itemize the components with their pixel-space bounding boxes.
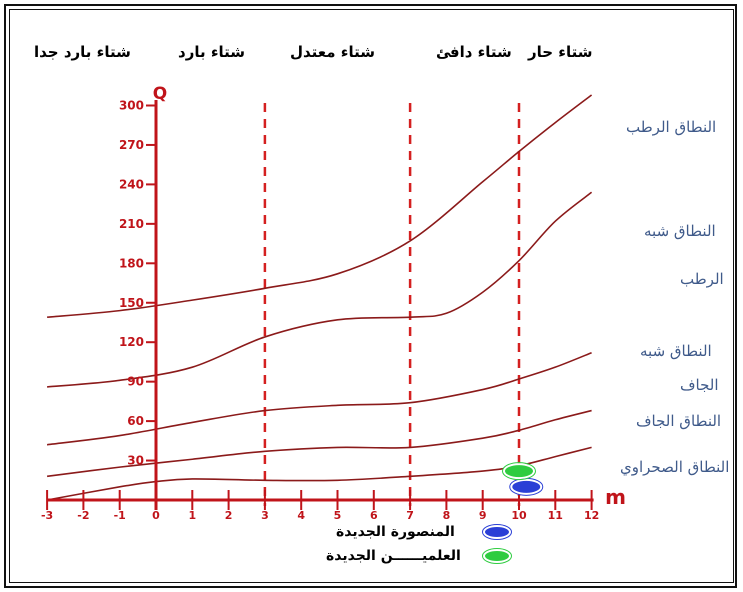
x-tick-label: 4 bbox=[297, 509, 305, 522]
x-tick-label: 5 bbox=[334, 509, 342, 522]
zone-label-subhumid-2: الرطب bbox=[680, 270, 724, 288]
y-tick-label: 210 bbox=[119, 217, 144, 231]
legend-marker-2 bbox=[483, 549, 511, 563]
curve-line-2 bbox=[47, 191, 593, 388]
curve-line-1 bbox=[47, 94, 593, 319]
x-tick-label: -1 bbox=[114, 509, 126, 522]
header-cold: شتاء بارد bbox=[178, 43, 245, 61]
legend-marker-ring-2 bbox=[482, 548, 512, 564]
x-tick-label: 3 bbox=[261, 509, 269, 522]
city-point-ring-2 bbox=[502, 462, 536, 481]
curve-line-4 bbox=[46, 409, 592, 478]
y-tick-label: 150 bbox=[119, 296, 144, 310]
legend-markers bbox=[482, 524, 512, 564]
y-tick-label: 240 bbox=[119, 177, 144, 191]
x-tick-label: 9 bbox=[479, 509, 487, 522]
x-tick-label: 1 bbox=[188, 509, 196, 522]
city-points bbox=[502, 462, 544, 496]
x-tick-label: 7 bbox=[406, 509, 414, 522]
zone-label-semiarid-1: النطاق شبه bbox=[640, 342, 712, 360]
inner-frame bbox=[9, 9, 734, 583]
x-tick-label: 6 bbox=[370, 509, 378, 522]
header-moderate: شتاء معتدل bbox=[290, 43, 375, 61]
legend-marker-ring-1 bbox=[482, 524, 512, 540]
y-axis-label: Q bbox=[153, 84, 167, 104]
x-tick-label: -3 bbox=[41, 509, 53, 522]
zone-label-arid: النطاق الجاف bbox=[636, 412, 722, 430]
zone-label-semiarid-2: الجاف bbox=[680, 376, 719, 394]
x-tick-label: 8 bbox=[443, 509, 451, 522]
y-tick-label: 30 bbox=[127, 454, 144, 468]
header-very-cold: شتاء بارد جدا bbox=[34, 43, 131, 61]
x-axis-label: m bbox=[605, 485, 626, 509]
y-tick-label: 120 bbox=[119, 335, 144, 349]
y-tick-label: 270 bbox=[119, 138, 144, 152]
legend-label-alamein: العلميــــــن الجديدة bbox=[326, 548, 461, 564]
header-warm: شتاء دافئ bbox=[436, 43, 512, 61]
header-hot: شتاء حار bbox=[528, 43, 593, 61]
zone-label-humid: النطاق الرطب bbox=[626, 118, 717, 136]
city-point-2 bbox=[503, 463, 535, 480]
x-tick-label: 0 bbox=[152, 509, 160, 522]
x-tick-label: 12 bbox=[584, 509, 599, 522]
y-tick-label: 60 bbox=[127, 414, 144, 428]
zone-label-desert: النطاق الصحراوي bbox=[620, 458, 730, 476]
x-tick-label: 10 bbox=[511, 509, 527, 522]
divider-lines bbox=[263, 103, 521, 506]
zone-label-subhumid-1: النطاق شبه bbox=[644, 222, 716, 240]
city-point-1 bbox=[510, 478, 543, 495]
x-tick-label: 11 bbox=[548, 509, 563, 522]
y-tick-label: 300 bbox=[119, 99, 144, 113]
curve-line-3 bbox=[46, 351, 592, 446]
y-tick-label: 90 bbox=[127, 375, 144, 389]
legend-marker-1 bbox=[483, 525, 511, 539]
x-tick-label: -2 bbox=[77, 509, 89, 522]
legend-label-mansoura: المنصورة الجديدة bbox=[336, 524, 455, 540]
y-tick-label: 180 bbox=[119, 256, 144, 270]
outer-frame bbox=[4, 4, 737, 588]
x-tick-label: 2 bbox=[225, 509, 233, 522]
